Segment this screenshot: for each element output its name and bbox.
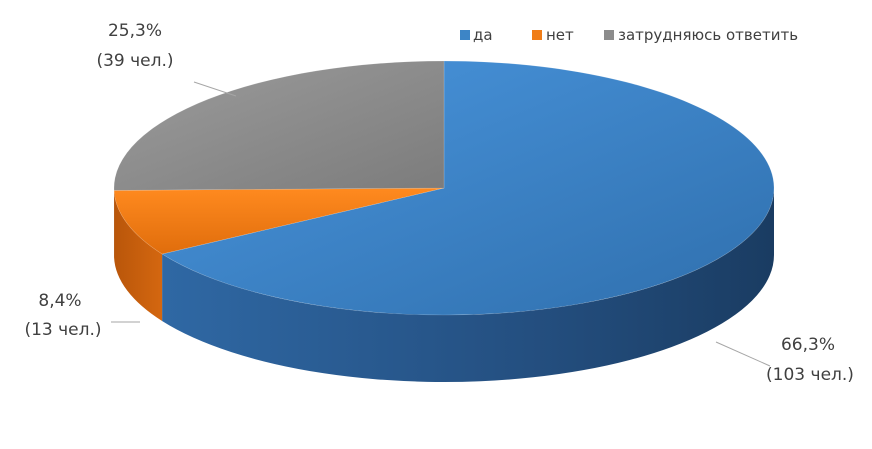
data-label-net-count: (13 чел.) (24, 320, 101, 340)
legend-label-net: нет (546, 26, 574, 44)
legend-swatch-net (532, 30, 542, 40)
data-label-hard-pct: 25,3% (108, 21, 162, 41)
legend-label-da: да (473, 26, 493, 44)
data-label-da-pct: 66,3% (781, 335, 835, 355)
legend-swatch-hard (604, 30, 614, 40)
data-label-net-pct: 8,4% (38, 291, 81, 311)
legend: да нет затрудняюсь ответить (460, 26, 798, 44)
legend-label-hard: затрудняюсь ответить (618, 26, 798, 44)
data-label-hard-count: (39 чел.) (96, 51, 173, 71)
leader-line-da (716, 342, 770, 366)
data-label-da-count: (103 чел.) (766, 365, 854, 385)
pie-tops (114, 61, 774, 315)
leader-line-hard (194, 82, 236, 96)
pie-slice-hard-top (114, 61, 444, 190)
legend-swatch-da (460, 30, 470, 40)
